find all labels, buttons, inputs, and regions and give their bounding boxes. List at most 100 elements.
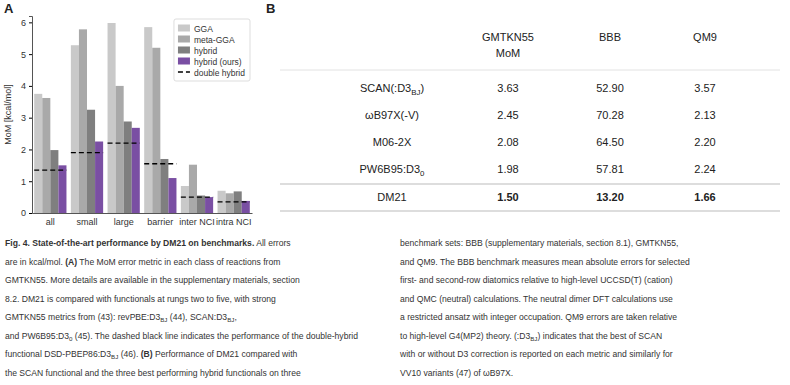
text-run: and QM9. The BBB benchmark measures mean… [400,257,690,267]
table: GMTKN55MoMBBBQM9SCAN(:D3BJ)3.6352.903.57… [280,31,780,211]
legend-label: double hybrid [194,68,245,78]
y-tick-mark [29,22,32,23]
cell: 3.57 [694,82,715,94]
caption-line: GMTKN55 metrics from (43): revPBE:D3BJ (… [5,312,237,323]
text-run: 0 [420,169,425,178]
text-run: are in kcal/mol. [5,257,65,267]
caption-line: Fig. 4. State-of-the-art performance by … [5,238,291,248]
caption-line: benchmark sets: BBB (supplementary mater… [400,238,678,248]
y-tick-label: 4 [21,81,26,91]
caption-line: and QMC (neutral) calculations. The neut… [400,294,673,304]
cell: 1.50 [497,191,518,203]
x-tick-label: barrier [147,217,173,227]
y-tick: 3 [21,113,32,123]
bar [71,45,79,213]
cell: 1.66 [694,191,715,203]
y-axis-line [29,17,33,214]
caption-line: with or without D3 correction is reporte… [399,349,673,359]
cell: 2.45 [497,109,518,121]
text-run: and PW6B95:D3 [5,331,69,341]
x-tick-label: small [76,217,97,227]
text-run: DM21 [377,191,406,203]
x-tick-label: intra NCI [216,217,252,227]
text-run: 8.2. DM21 is compared with functionals a… [5,294,276,304]
bar [116,86,124,213]
x-tick: barrier [147,217,173,227]
bar [144,27,152,213]
bar [42,98,50,213]
text-run: ) [420,82,424,94]
reference-dash [144,163,176,164]
y-tick: 6 [21,18,32,28]
y-tick-label: 2 [21,145,26,155]
reference-dash [108,142,140,143]
y-tick: 4 [21,81,32,91]
y-tick-label: 1 [21,177,26,187]
text-run: VV10 variants (47) of ωB97X. [400,368,513,378]
y-axis-title: MoM [kcal/mol] [3,84,13,145]
text-run: PW6B95:D3 [360,163,421,175]
legend-label: GGA [194,24,213,34]
bar [242,201,250,213]
cell: 1.98 [497,163,518,175]
text-run: BJ [530,335,537,342]
text-run: functional DSD-PBEP86:D3 [5,349,111,359]
y-tick-label: 0 [21,208,26,218]
text-run: (A) [65,257,77,267]
bar [124,121,132,213]
x-tick-label: all [46,217,55,227]
text-run: (44), SCAN:D3 [167,312,227,322]
caption-line: first- and second-row diatomics relative… [400,275,673,285]
legend-label: hybrid (ours) [194,57,242,67]
text-run: The MoM error metric in each class of re… [77,257,280,267]
y-tick-label: 5 [21,50,26,60]
text-run: ) indicates that the best of SCAN [537,331,662,341]
row-label: PW6B95:D30 [360,163,426,178]
bar [181,186,189,213]
y-tick: 2 [21,145,32,155]
legend-swatch [178,58,190,65]
cell: 2.20 [694,136,715,148]
x-tick: intra NCI [216,217,252,227]
cell: 57.81 [596,163,624,175]
text-run: BJ [111,353,118,360]
chart-a: 0123456allsmalllargebarrierinter NCIintr… [3,17,253,228]
row-label: M06-2X [373,136,412,148]
caption-line: are in kcal/mol. (A) The MoM error metri… [5,257,280,267]
caption-line: the SCAN functional and the three best p… [5,368,301,378]
y-tick: 1 [21,177,32,187]
text-run: first- and second-row diatomics relative… [400,275,673,285]
cell: 2.08 [497,136,518,148]
x-axis: allsmalllargebarrierinter NCIintra NCI [33,214,253,228]
bar [50,150,58,213]
bar [152,48,160,213]
row-label: ωB97X(-V) [365,109,419,121]
y-tick: 5 [21,50,32,60]
reference-dash [218,201,250,202]
legend-swatch [178,25,190,32]
text-run: BJ [227,316,234,323]
cell: 52.90 [596,82,624,94]
legend: GGAmeta-GGAhybridhybrid (ours)double hyb… [174,19,250,81]
caption-line: 8.2. DM21 is compared with functionals a… [5,294,276,304]
y-tick-mark [29,54,32,55]
text-run: and QMC (neutral) calculations. The neut… [400,294,673,304]
y-tick-mark [29,149,32,150]
bar [58,165,66,213]
column-header: QM9 [693,31,717,43]
text-run: the SCAN functional and the three best p… [5,368,301,378]
panel-label: A [4,1,14,16]
legend-label: meta-GGA [194,35,235,45]
text-run: SCAN(:D3 [360,82,411,94]
reference-dash [71,152,103,153]
y-tick-mark [29,118,32,119]
column-header: MoM [496,47,520,59]
text-run: benchmark sets: BBB (supplementary mater… [400,238,678,248]
bar [108,23,116,213]
bar [132,128,140,213]
column-header: BBB [599,31,621,43]
text-run: a restricted ansatz with integer occupat… [400,312,677,322]
x-tick: small [76,217,97,227]
text-run: All errors [254,238,290,248]
caption-line: and QM9. The BBB benchmark measures mean… [400,257,690,267]
